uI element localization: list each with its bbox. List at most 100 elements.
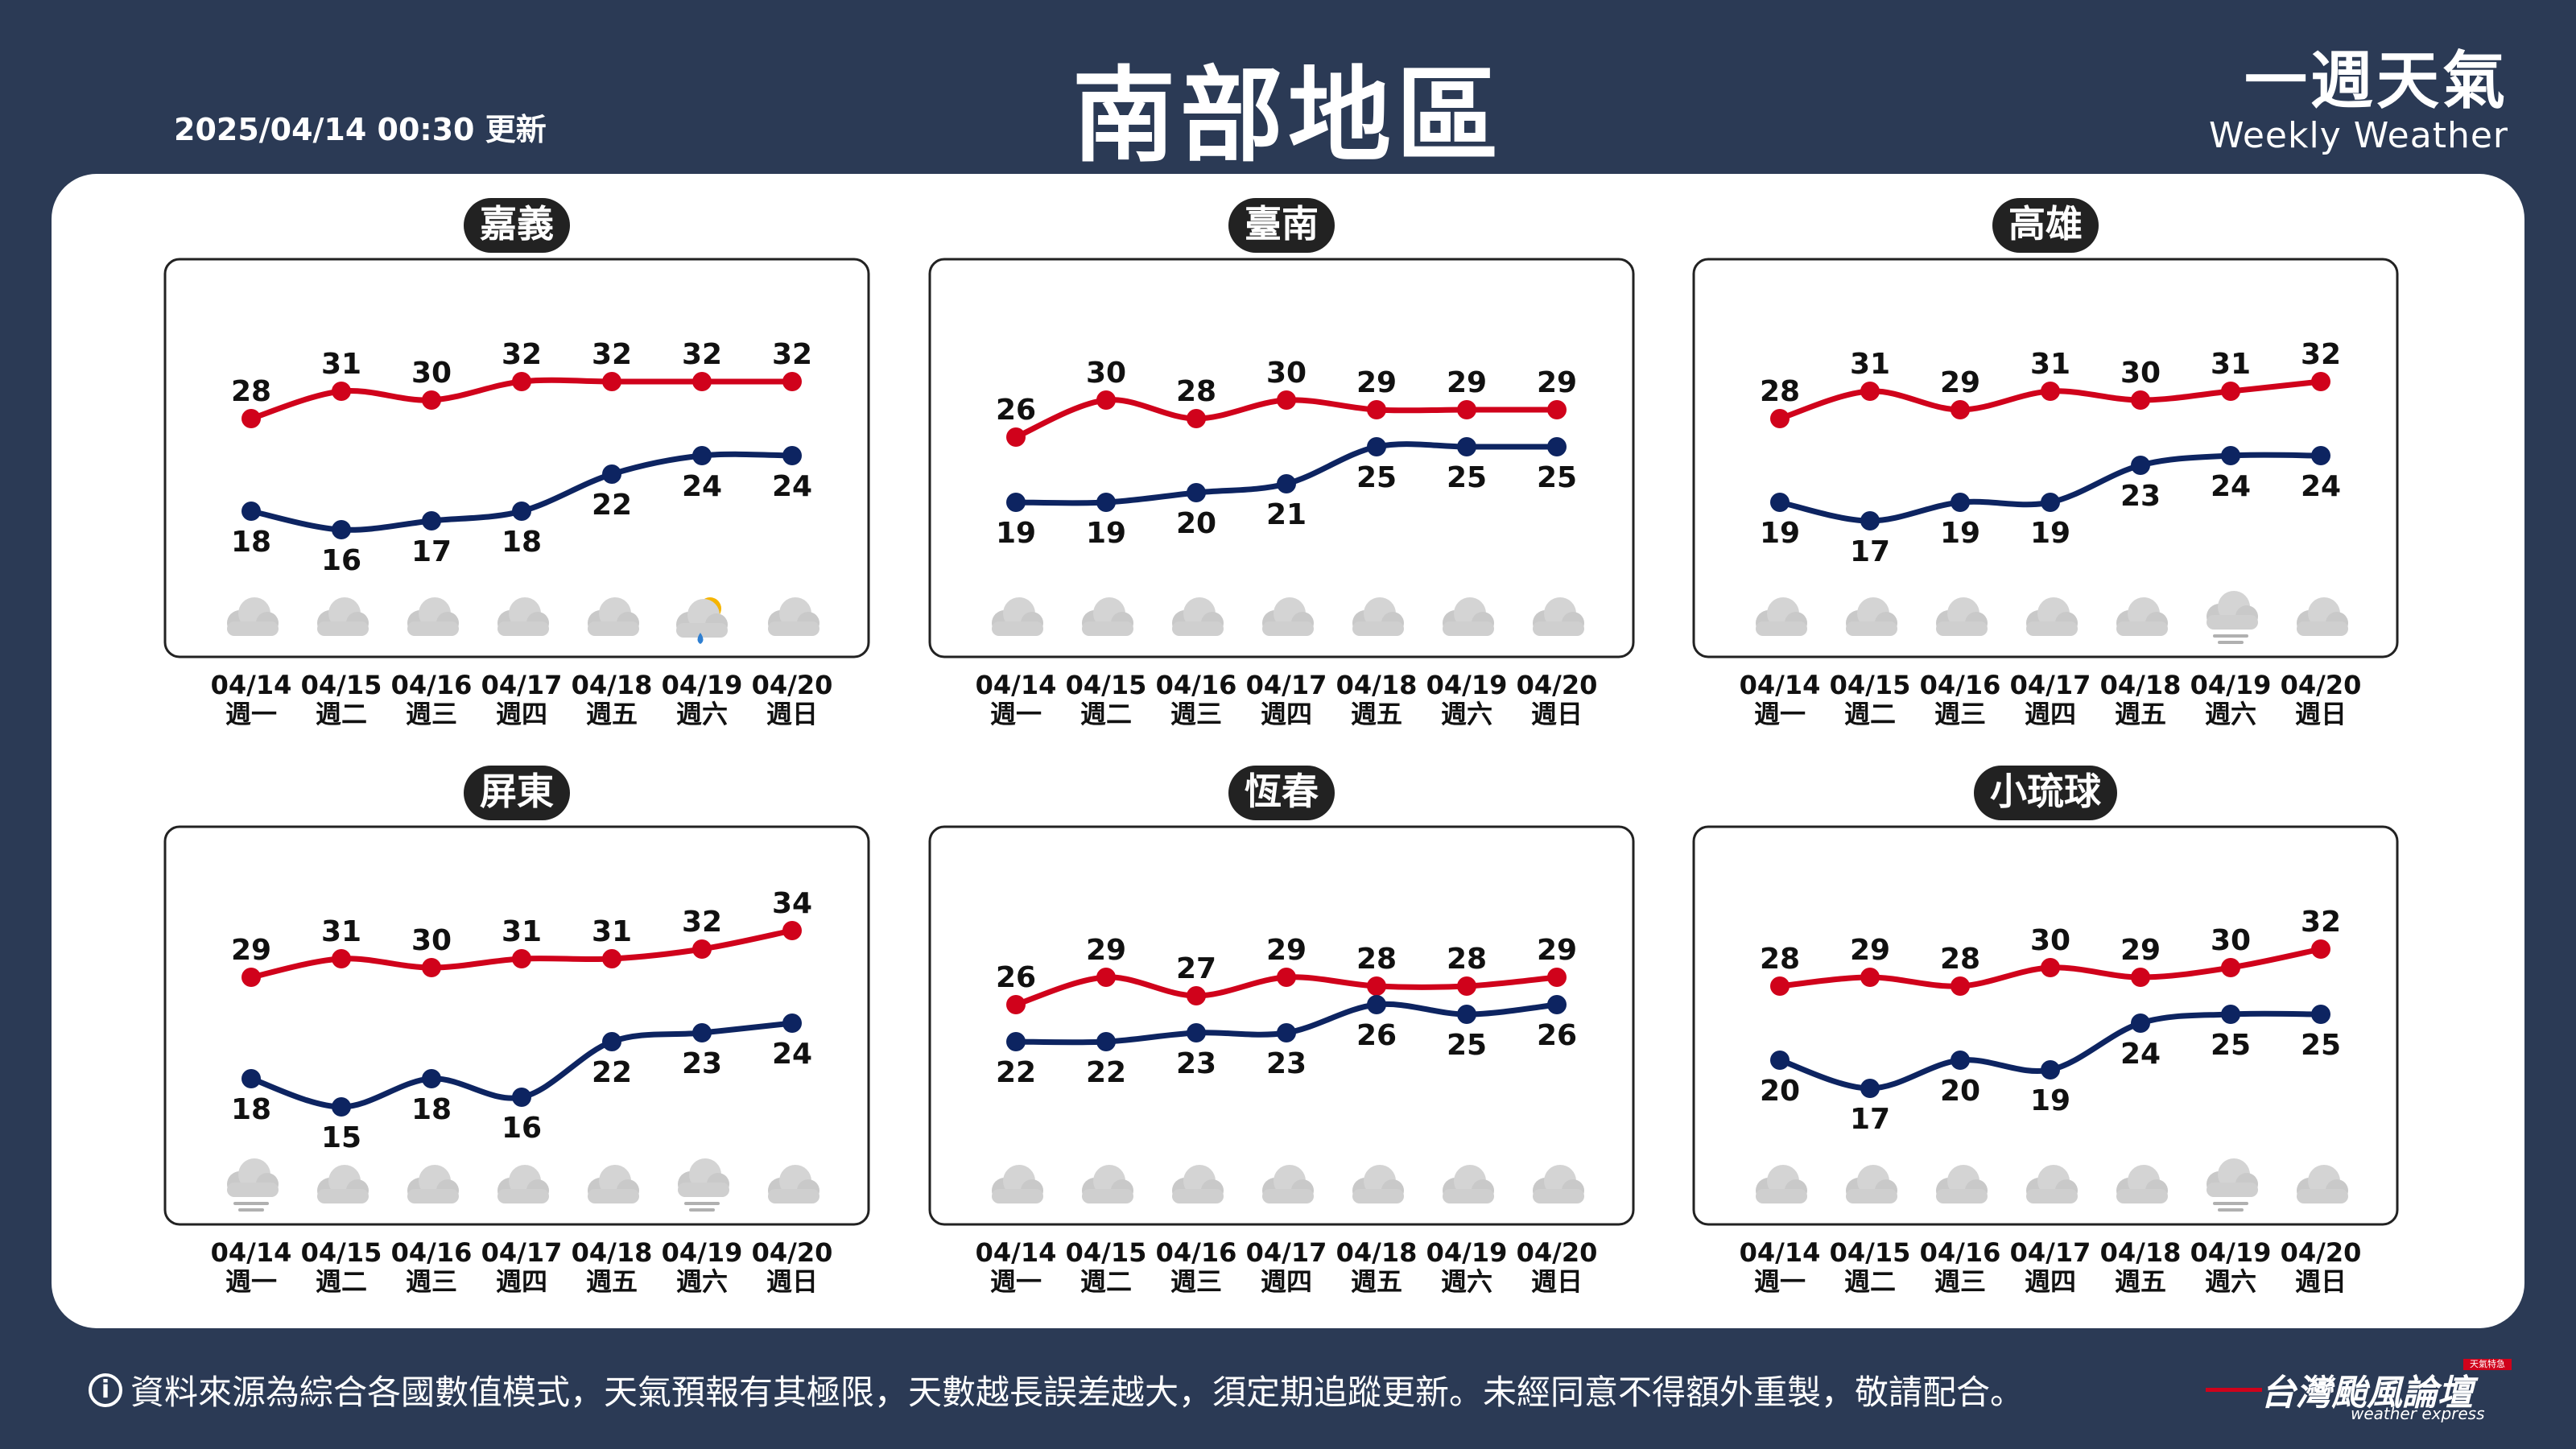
cloudy-icon bbox=[2116, 1165, 2168, 1203]
weekday-tick-label: 週一 bbox=[225, 1266, 277, 1297]
cloudy-icon bbox=[1533, 1165, 1584, 1203]
weekday-tick-label: 週六 bbox=[1441, 699, 1492, 729]
high-temp-point bbox=[422, 390, 441, 410]
high-temp-point bbox=[1770, 976, 1790, 996]
cloudy-icon bbox=[1936, 1165, 1988, 1203]
location-label: 屏東 bbox=[480, 770, 554, 813]
high-temp-label: 29 bbox=[1537, 934, 1577, 967]
low-temp-label: 23 bbox=[1266, 1047, 1307, 1080]
date-tick-label: 04/15 bbox=[1066, 670, 1147, 700]
high-temp-point bbox=[332, 949, 351, 968]
high-temp-point bbox=[512, 949, 531, 968]
fog-cloud bbox=[2207, 591, 2258, 630]
sun-rain-icon bbox=[676, 597, 728, 644]
cloudy-icon bbox=[317, 1165, 369, 1203]
high-temp-point bbox=[1187, 409, 1206, 428]
low-temp-label: 24 bbox=[2211, 470, 2251, 503]
cloudy-icon bbox=[1936, 597, 1988, 636]
high-temp-label: 32 bbox=[2301, 338, 2341, 371]
low-temp-label: 24 bbox=[772, 1038, 812, 1071]
cloudy-icon bbox=[2297, 1165, 2348, 1203]
weekday-tick-label: 週三 bbox=[406, 699, 457, 729]
weekday-tick-label: 週三 bbox=[1934, 1266, 1986, 1297]
date-tick-label: 04/15 bbox=[301, 670, 382, 700]
high-temp-point bbox=[602, 372, 621, 391]
weekday-tick-label: 週三 bbox=[1170, 1266, 1222, 1297]
cloudy-icon bbox=[317, 597, 369, 636]
date-tick-label: 04/20 bbox=[1517, 670, 1598, 700]
cloud-base bbox=[1936, 621, 1988, 636]
weekday-tick-label: 週一 bbox=[225, 699, 277, 729]
high-temp-label: 28 bbox=[1447, 943, 1487, 976]
high-temp-label: 29 bbox=[1447, 366, 1487, 399]
location-label: 恆春 bbox=[1245, 770, 1319, 813]
low-temp-point bbox=[1006, 493, 1026, 512]
cloud-base bbox=[1352, 1189, 1404, 1203]
chart-frame bbox=[1692, 258, 2399, 658]
weekday-tick-label: 週二 bbox=[1080, 699, 1132, 729]
high-temp-label: 28 bbox=[231, 375, 271, 408]
fog-line bbox=[689, 1208, 715, 1212]
low-temp-label: 26 bbox=[1537, 1019, 1577, 1052]
location-label-bg bbox=[464, 766, 570, 820]
date-tick-label: 04/17 bbox=[481, 670, 563, 700]
date-tick-label: 04/15 bbox=[1066, 1237, 1147, 1268]
low-temp-point bbox=[1006, 1032, 1026, 1051]
cloudy-icon bbox=[497, 1165, 549, 1203]
low-temp-label: 23 bbox=[1176, 1047, 1216, 1080]
low-temp-label: 25 bbox=[1447, 1029, 1487, 1062]
cloudy-icon bbox=[768, 1165, 819, 1203]
cloudy-icon bbox=[2026, 597, 2078, 636]
low-temp-label: 21 bbox=[1266, 498, 1307, 531]
cloud-base bbox=[227, 621, 279, 636]
logo-name-zh: 台灣颱風論壇 bbox=[2260, 1373, 2473, 1414]
date-tick-label: 04/19 bbox=[2190, 670, 2272, 700]
low-temp-point bbox=[1860, 1079, 1880, 1098]
low-temp-label: 18 bbox=[411, 1093, 452, 1126]
cloud-base bbox=[768, 1189, 819, 1203]
low-temp-point bbox=[1277, 474, 1296, 493]
low-temp-point bbox=[2131, 456, 2150, 475]
low-temp-label: 22 bbox=[996, 1056, 1036, 1089]
weekday-tick-label: 週四 bbox=[1261, 699, 1312, 729]
low-temp-label: 24 bbox=[2120, 1038, 2161, 1071]
low-temp-label: 25 bbox=[2301, 1029, 2341, 1062]
weekday-tick-label: 週六 bbox=[2205, 1266, 2256, 1297]
chart-frame bbox=[928, 258, 1635, 658]
cloudy-icon bbox=[588, 597, 639, 636]
low-temp-label: 24 bbox=[772, 470, 812, 503]
cloud-base bbox=[1172, 1189, 1224, 1203]
cloudy-icon bbox=[1352, 597, 1404, 636]
low-temp-label: 22 bbox=[592, 1056, 632, 1089]
date-tick-label: 04/17 bbox=[2010, 1237, 2091, 1268]
high-temp-point bbox=[2221, 382, 2240, 401]
weekday-tick-label: 週一 bbox=[990, 1266, 1042, 1297]
cloud-base bbox=[992, 621, 1043, 636]
high-temp-point bbox=[1457, 400, 1476, 419]
high-temp-label: 29 bbox=[1850, 934, 1890, 967]
cloud-base bbox=[1082, 1189, 1133, 1203]
low-temp-label: 19 bbox=[2030, 517, 2070, 550]
weekday-tick-label: 週日 bbox=[2295, 1266, 2347, 1297]
fog-line bbox=[2213, 1202, 2248, 1205]
low-temp-point bbox=[2311, 446, 2330, 465]
low-temp-point bbox=[1367, 437, 1386, 456]
date-tick-label: 04/14 bbox=[211, 1237, 292, 1268]
location-label: 高雄 bbox=[2008, 202, 2083, 246]
cloud-base bbox=[1262, 1189, 1314, 1203]
location-label: 小琉球 bbox=[1990, 770, 2102, 813]
cloud-base bbox=[768, 621, 819, 636]
weekday-tick-label: 週五 bbox=[1351, 699, 1402, 729]
high-temp-label: 32 bbox=[682, 906, 722, 939]
high-temp-point bbox=[1096, 390, 1116, 410]
high-temp-label: 29 bbox=[2120, 934, 2161, 967]
cloud-base bbox=[1262, 621, 1314, 636]
high-temp-point bbox=[1860, 382, 1880, 401]
date-tick-label: 04/17 bbox=[1246, 670, 1327, 700]
cloudy-icon bbox=[407, 1165, 459, 1203]
low-temp-label: 19 bbox=[996, 517, 1036, 550]
low-temp-label: 18 bbox=[231, 1093, 271, 1126]
high-temp-point bbox=[2311, 939, 2330, 959]
